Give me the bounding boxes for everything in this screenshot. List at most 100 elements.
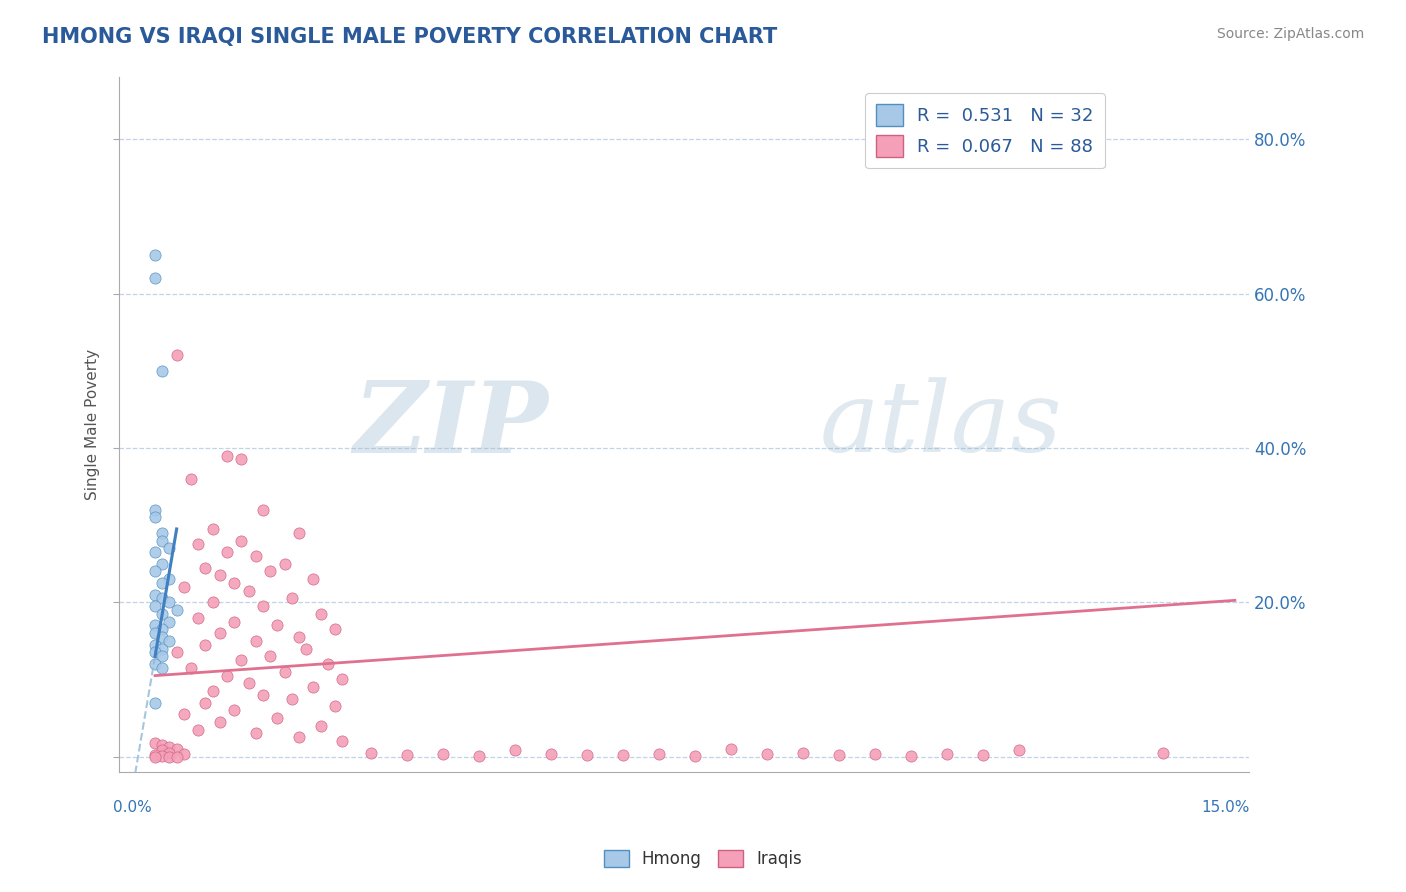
- Point: [972, 748, 994, 763]
- Point: [159, 572, 181, 586]
- Point: [159, 615, 181, 629]
- Text: Source: ZipAtlas.com: Source: ZipAtlas.com: [1216, 27, 1364, 41]
- Point: [395, 748, 418, 763]
- Legend: Hmong, Iraqis: Hmong, Iraqis: [598, 843, 808, 875]
- Point: [194, 696, 217, 710]
- Point: [215, 449, 238, 463]
- Point: [166, 749, 188, 764]
- Point: [173, 747, 195, 762]
- Text: ZIP: ZIP: [353, 376, 548, 473]
- Point: [150, 748, 173, 763]
- Point: [648, 747, 671, 762]
- Point: [245, 549, 267, 563]
- Point: [187, 611, 209, 625]
- Point: [468, 748, 491, 763]
- Point: [159, 749, 181, 764]
- Point: [150, 661, 173, 675]
- Point: [150, 738, 173, 752]
- Point: [150, 622, 173, 636]
- Point: [360, 746, 382, 760]
- Point: [302, 572, 325, 586]
- Point: [173, 580, 195, 594]
- Point: [143, 638, 166, 652]
- Point: [173, 707, 195, 722]
- Point: [180, 472, 202, 486]
- Point: [575, 748, 598, 763]
- Point: [863, 747, 886, 762]
- Point: [302, 680, 325, 694]
- Point: [1008, 743, 1031, 757]
- Point: [143, 657, 166, 671]
- Point: [143, 588, 166, 602]
- Point: [180, 661, 202, 675]
- Point: [143, 248, 166, 262]
- Point: [238, 676, 260, 690]
- Point: [295, 641, 318, 656]
- Point: [150, 364, 173, 378]
- Point: [159, 746, 181, 760]
- Point: [231, 452, 253, 467]
- Point: [224, 576, 246, 591]
- Point: [323, 699, 346, 714]
- Point: [150, 641, 173, 656]
- Point: [224, 615, 246, 629]
- Point: [201, 684, 224, 698]
- Point: [215, 668, 238, 682]
- Point: [150, 525, 173, 540]
- Point: [231, 533, 253, 548]
- Point: [143, 599, 166, 614]
- Point: [143, 749, 166, 764]
- Point: [208, 626, 231, 640]
- Point: [309, 607, 332, 621]
- Point: [245, 633, 267, 648]
- Point: [150, 607, 173, 621]
- Point: [143, 510, 166, 524]
- Point: [288, 630, 311, 644]
- Point: [150, 630, 173, 644]
- Point: [330, 734, 353, 748]
- Point: [159, 740, 181, 755]
- Point: [259, 649, 281, 664]
- Text: atlas: atlas: [820, 377, 1063, 473]
- Text: 15.0%: 15.0%: [1201, 800, 1250, 815]
- Point: [1152, 746, 1174, 760]
- Point: [150, 591, 173, 606]
- Point: [288, 731, 311, 745]
- Point: [503, 743, 526, 757]
- Point: [316, 657, 339, 671]
- Point: [612, 748, 634, 763]
- Point: [143, 545, 166, 559]
- Point: [245, 726, 267, 740]
- Point: [935, 747, 957, 762]
- Point: [201, 595, 224, 609]
- Point: [720, 742, 742, 756]
- Point: [150, 557, 173, 571]
- Point: [792, 746, 814, 760]
- Point: [150, 576, 173, 591]
- Point: [166, 645, 188, 659]
- Point: [159, 595, 181, 609]
- Point: [259, 565, 281, 579]
- Point: [166, 742, 188, 756]
- Point: [166, 603, 188, 617]
- Text: 0.0%: 0.0%: [114, 800, 152, 815]
- Point: [252, 599, 274, 614]
- Point: [143, 626, 166, 640]
- Point: [683, 748, 706, 763]
- Point: [201, 522, 224, 536]
- Point: [159, 541, 181, 556]
- Point: [266, 618, 288, 632]
- Point: [273, 665, 295, 679]
- Point: [143, 271, 166, 285]
- Point: [288, 525, 311, 540]
- Point: [323, 622, 346, 636]
- Point: [187, 537, 209, 551]
- Point: [194, 560, 217, 574]
- Point: [432, 747, 454, 762]
- Text: HMONG VS IRAQI SINGLE MALE POVERTY CORRELATION CHART: HMONG VS IRAQI SINGLE MALE POVERTY CORRE…: [42, 27, 778, 46]
- Point: [252, 502, 274, 516]
- Point: [150, 743, 173, 757]
- Point: [900, 748, 922, 763]
- Point: [224, 703, 246, 717]
- Point: [231, 653, 253, 667]
